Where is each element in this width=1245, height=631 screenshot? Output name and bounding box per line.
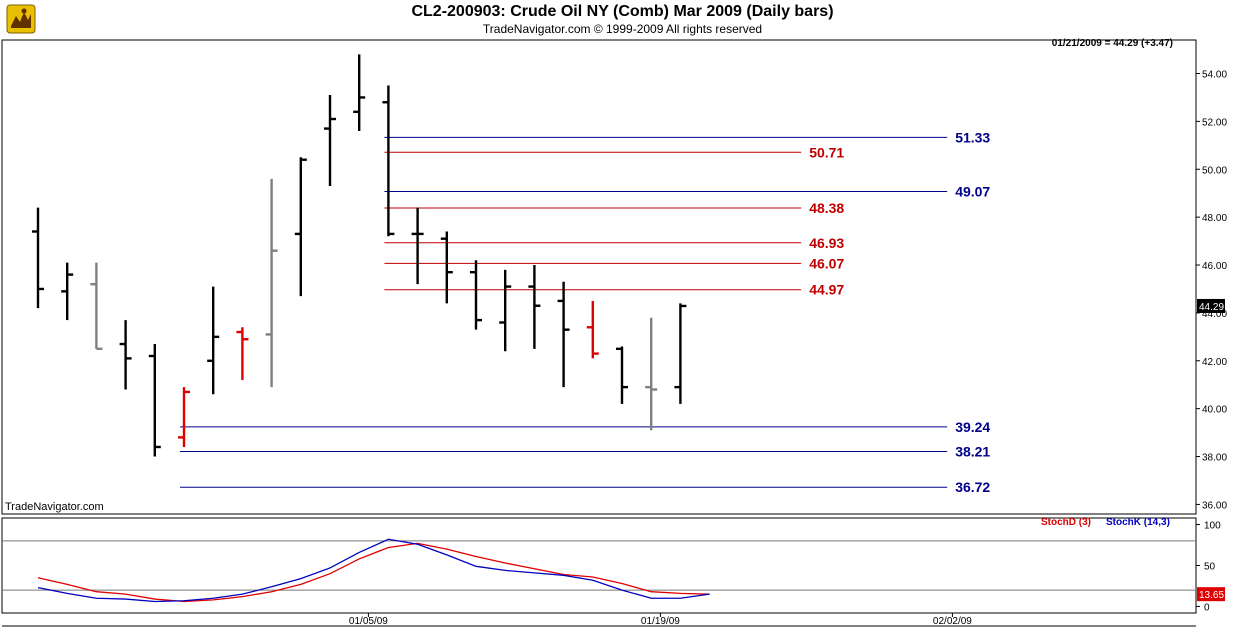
level-label: 38.21 — [955, 444, 990, 460]
price-axis-tick-label: 38.00 — [1202, 453, 1227, 464]
legend-stochd: StochD (3) — [1041, 517, 1091, 528]
price-axis-tick-label: 50.00 — [1202, 165, 1227, 176]
price-axis: 54.00 52.00 50.00 48.00 46.00 44.00 42.00 40.00… — [1196, 70, 1227, 511]
level-label: 39.24 — [955, 419, 990, 435]
date-axis-tick-label: 02/02/09 — [933, 616, 972, 627]
ohlc-bar — [32, 207, 44, 309]
ohlc-bar — [148, 344, 161, 457]
date-axis-tick-label: 01/05/09 — [349, 616, 388, 627]
last-price-label: 44.29 — [1199, 302, 1224, 313]
date-axis-tick-label: 01/19/09 — [641, 616, 680, 627]
level-label: 46.93 — [809, 235, 844, 251]
ohlc-bar — [90, 262, 103, 351]
level-label: 36.72 — [955, 479, 990, 495]
price-axis-tick-label: 42.00 — [1202, 357, 1227, 368]
stochd-line — [37, 542, 710, 603]
level-label: 50.71 — [809, 144, 844, 160]
ohlc-bar — [178, 387, 190, 447]
ohlc-bar — [674, 303, 687, 404]
ohlc-bar — [616, 346, 628, 404]
ohlc-bar — [382, 85, 395, 237]
last-price-marker — [1197, 298, 1225, 313]
ohlc-bar — [499, 269, 512, 352]
price-axis-tick-label: 36.00 — [1202, 500, 1227, 511]
ohlc-bar — [557, 281, 570, 388]
ohlc-bar — [61, 262, 74, 321]
grid-lines — [1, 39, 1197, 627]
price-panel-frame — [1, 39, 1197, 515]
price-axis-tick-label: 46.00 — [1202, 261, 1227, 272]
ohlc-bar — [440, 231, 453, 304]
price-axis-tick-label: 40.00 — [1202, 405, 1227, 416]
ohlc-bar — [586, 300, 599, 359]
ohlc-bar — [324, 95, 336, 187]
ohlc-bar — [528, 265, 541, 349]
stoch-axis-tick-label: 100 — [1204, 521, 1221, 532]
ohlc-bar — [645, 317, 658, 431]
stoch-axis-tick-label: 50 — [1204, 562, 1216, 573]
watermark: TradeNavigator.com — [5, 501, 104, 513]
legend-stochk: StochK (14,3) — [1106, 517, 1170, 528]
stoch-last-label: 13.65 — [1199, 590, 1224, 601]
last-price-readout: 01/21/2009 = 44.29 (+3.47) — [1051, 38, 1173, 49]
title-bar: CL2-200903: Crude Oil NY (Comb) Mar 2009… — [0, 0, 1245, 40]
level-label: 46.07 — [809, 255, 844, 271]
ohlc-bar — [294, 157, 307, 297]
level-label: 48.38 — [809, 200, 844, 216]
date-axis: 01/05/09 01/19/09 02/02/09 — [349, 613, 972, 627]
stochk-line — [37, 538, 710, 603]
price-axis-tick-label: 48.00 — [1202, 213, 1227, 224]
ohlc-bar — [353, 54, 366, 131]
price-axis-tick-label: 54.00 — [1202, 70, 1227, 81]
stochastic-panel: 100 50 0 StochD (3) StochK (14,3) 13.65 — [2, 517, 1225, 613]
ohlc-bar — [265, 178, 278, 388]
trade-navigator-bull-logo-icon — [6, 4, 36, 34]
level-label: 49.07 — [955, 184, 990, 200]
chart-title: CL2-200903: Crude Oil NY (Comb) Mar 2009… — [411, 3, 834, 20]
price-axis-tick-label: 52.00 — [1202, 117, 1227, 128]
ohlc-bar — [119, 320, 132, 390]
level-label: 44.97 — [809, 282, 844, 298]
stoch-panel-frame — [1, 517, 1197, 614]
chart-subtitle: TradeNavigator.com © 1999-2009 All right… — [482, 22, 763, 36]
ohlc-bar — [236, 327, 249, 380]
price-axis-tick-label: 44.00 — [1202, 309, 1227, 320]
level-lines: 51.33 50.71 49.07 48.38 46.93 46.07 44.97 39.24… — [180, 129, 990, 495]
ohlc-bar — [470, 260, 482, 330]
level-label: 51.33 — [955, 129, 990, 145]
price-bars — [32, 54, 687, 457]
stoch-axis-tick-label: 0 — [1204, 602, 1210, 613]
ohlc-bar — [411, 207, 424, 285]
ohlc-bar — [207, 286, 220, 395]
stoch-last-marker — [1197, 587, 1225, 602]
